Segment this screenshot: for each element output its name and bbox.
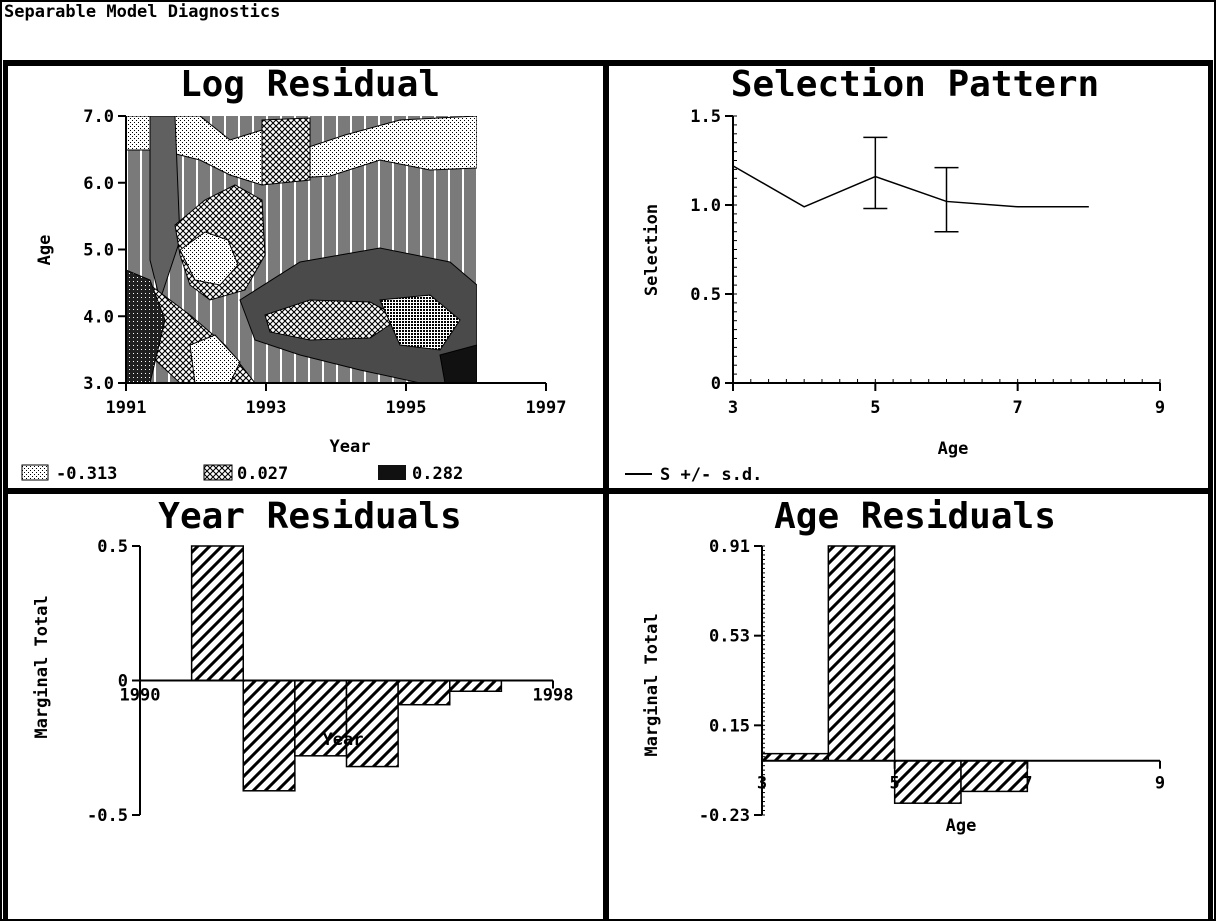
x-tick-label: 1991 <box>106 398 147 418</box>
age-residual-bars <box>761 545 1029 804</box>
legend-label-s-sd: S +/- s.d. <box>660 465 762 485</box>
x-axis-label-age: Age <box>938 439 969 459</box>
bar <box>190 545 244 682</box>
y-tick-label: 1.0 <box>690 196 721 216</box>
chart-title-log-residual: Log Residual <box>180 64 440 105</box>
x-tick-label: 7 <box>1013 398 1023 418</box>
bar <box>960 759 1029 793</box>
bar <box>449 679 503 693</box>
legend-label-middle: 0.027 <box>237 464 288 484</box>
y-tick-label: 5.0 <box>83 241 114 261</box>
bar <box>893 759 962 804</box>
log-residual-axes: 3.0 4.0 5.0 6.0 7.0 1991 1993 1995 1997 <box>83 107 566 418</box>
x-tick-label: 3 <box>757 774 767 794</box>
bar <box>294 679 348 757</box>
contour-region-corner-dark <box>439 344 477 383</box>
selection-pattern-panel: Selection Pattern 0 0.5 1.0 1.5 3 5 7 9 Age Sel… <box>625 64 1165 485</box>
bar <box>397 679 451 706</box>
bar <box>242 679 296 792</box>
legend-label-negative: -0.313 <box>56 464 117 484</box>
left-frame <box>3 60 8 920</box>
x-tick-label: 5 <box>890 774 900 794</box>
log-residual-panel: Log Residual 3.0 4.0 5.0 6.0 7.0 1991 1993 1995… <box>21 64 566 484</box>
vertical-divider <box>603 60 609 920</box>
contour-regions <box>126 116 477 383</box>
y-axis-label-marginal-total-year: Marginal Total <box>32 595 52 738</box>
x-tick-label: 1998 <box>533 686 574 706</box>
chart-title-year-residuals: Year Residuals <box>158 496 461 537</box>
y-axis-label-marginal-total-age: Marginal Total <box>642 613 662 756</box>
x-tick-label: 3 <box>728 398 738 418</box>
x-tick-label: 1995 <box>386 398 427 418</box>
y-tick-label: 0.5 <box>97 537 128 557</box>
year-residual-axes: -0.5 0 0.5 1990 1998 <box>87 537 573 826</box>
legend-swatch-crosshatch <box>203 464 233 481</box>
contour-region-top-cross <box>261 117 311 186</box>
selection-series <box>732 136 1089 233</box>
chart-title-selection-pattern: Selection Pattern <box>731 64 1099 105</box>
contour-region-left-band <box>149 116 181 302</box>
contour-region-right-cross <box>264 299 401 341</box>
contour-region-right-dense <box>379 294 461 351</box>
y-tick-label: 3.0 <box>83 374 114 394</box>
bar <box>761 752 830 762</box>
x-tick-label: 9 <box>1155 774 1165 794</box>
x-tick-label: 1993 <box>246 398 287 418</box>
y-tick-label: 0 <box>711 374 721 394</box>
age-residuals-panel: Age Residuals -0.230.150.530.913 5 7 9 Age … <box>642 496 1165 836</box>
contour-region-center-light <box>179 231 239 286</box>
age-residual-axes: -0.23 0.15 0.53 0.91 3 5 7 9 <box>699 537 1165 826</box>
contour-region-left-dark <box>126 269 166 383</box>
chart-title-age-residuals: Age Residuals <box>774 496 1056 537</box>
y-tick-label: 0 <box>118 672 128 692</box>
window-title: Separable Model Diagnostics <box>4 2 281 22</box>
y-tick-label: 6.0 <box>83 174 114 194</box>
year-residuals-panel: Year Residuals -0.5 0 0.5 1990 1998 Year Mar… <box>32 496 573 826</box>
x-tick-label: 1997 <box>526 398 567 418</box>
bar <box>345 679 399 768</box>
y-tick-label: 0.53 <box>709 627 750 647</box>
x-tick-label: 5 <box>870 398 880 418</box>
legend-label-positive: 0.282 <box>412 464 463 484</box>
y-tick-label: 4.0 <box>83 307 114 327</box>
log-residual-legend: -0.313 0.027 0.282 <box>21 464 463 484</box>
legend-swatch-solid-dark <box>378 465 406 480</box>
y-axis-label-age: Age <box>35 235 55 266</box>
bar <box>827 545 896 762</box>
x-axis-label-year-residuals: Year <box>323 730 364 750</box>
y-tick-label: 0.5 <box>690 285 721 305</box>
x-tick-label: 1990 <box>120 686 161 706</box>
x-tick-label: 9 <box>1155 398 1165 418</box>
x-axis-label-year: Year <box>330 437 371 457</box>
y-tick-label: 7.0 <box>83 107 114 127</box>
x-tick-label: 7 <box>1022 774 1032 794</box>
selection-axes: 0 0.5 1.0 1.5 3 5 7 9 <box>690 107 1165 418</box>
selection-line <box>732 165 1089 208</box>
y-tick-label: -0.23 <box>699 806 750 826</box>
y-tick-label: 0.91 <box>709 537 750 557</box>
y-tick-label: 0.15 <box>709 716 750 736</box>
y-tick-label: 1.5 <box>690 107 721 127</box>
year-residual-bars <box>190 545 503 792</box>
legend-swatch-light-dots <box>21 464 49 481</box>
right-frame <box>1208 60 1213 920</box>
y-tick-label: -0.5 <box>87 806 128 826</box>
x-axis-label-age-residuals: Age <box>946 816 977 836</box>
contour-region-lower-light <box>189 334 241 383</box>
y-axis-label-selection: Selection <box>642 204 662 296</box>
